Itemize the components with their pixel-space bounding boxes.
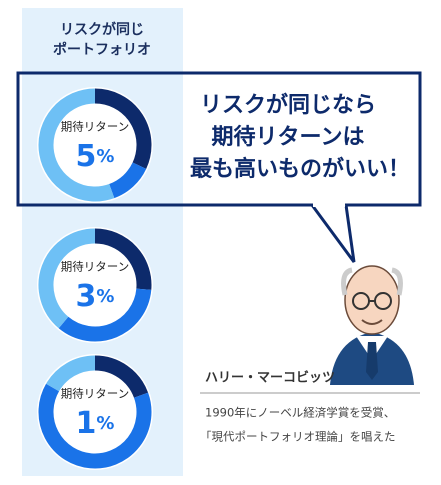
- donut-segment: [94, 88, 152, 169]
- item-label: 期待リターン: [61, 387, 129, 401]
- donut-segment: [94, 228, 152, 290]
- donut-segment: [46, 355, 96, 392]
- donut-segment: [38, 383, 152, 469]
- value-number: 3: [76, 279, 97, 314]
- value-number: 1: [76, 406, 97, 441]
- value-unit: %: [96, 286, 114, 307]
- item-label: 期待リターン: [61, 120, 129, 134]
- person-illustration: [330, 265, 414, 385]
- column-title: ポートフォリオ: [53, 41, 151, 58]
- bubble-line: リスクが同じなら: [200, 92, 376, 118]
- donut-bg: [37, 354, 153, 470]
- donut-bg: [37, 227, 153, 343]
- donut-segment: [108, 162, 147, 199]
- item-value: 5%: [76, 139, 115, 174]
- value-unit: %: [96, 146, 114, 167]
- person-description: 1990年にノーベル経済学賞を受賞、: [205, 406, 395, 420]
- person-description: 「現代ポートフォリオ理論」を唱えた: [200, 430, 396, 444]
- item-label: 期待リターン: [61, 260, 129, 274]
- item-value: 1%: [76, 406, 115, 441]
- column-title: リスクが同じ: [60, 21, 144, 38]
- value-unit: %: [96, 413, 114, 434]
- donut-bg: [37, 87, 153, 203]
- bubble-tail-cover: [313, 200, 345, 207]
- bubble-frame: [16, 71, 422, 207]
- donut-segment: [38, 88, 115, 202]
- bubble-tail: [310, 204, 356, 263]
- donut-segment: [58, 288, 152, 342]
- item-value: 3%: [76, 279, 115, 314]
- donut-segment: [94, 355, 149, 399]
- value-number: 5: [76, 139, 97, 174]
- bubble-line: 期待リターンは: [212, 124, 365, 150]
- donut-segment: [38, 228, 96, 329]
- bubble-line: 最も高いものがいい！: [190, 156, 410, 182]
- person-name: ハリー・マーコビッツ: [205, 370, 335, 386]
